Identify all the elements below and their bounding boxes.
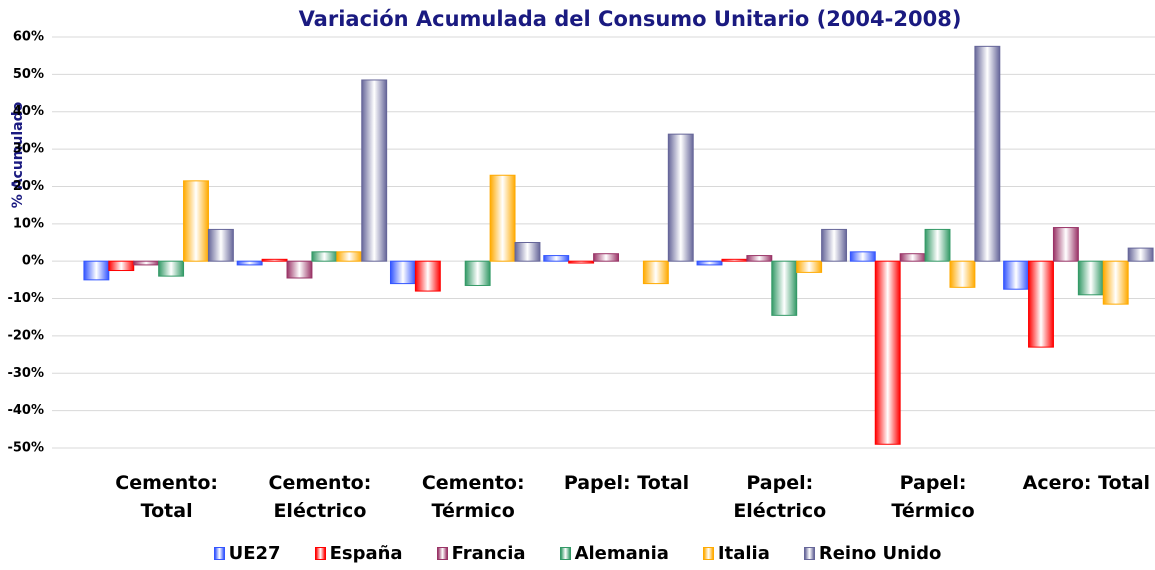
bar (108, 260, 135, 272)
legend-label: Alemania (574, 543, 669, 564)
bar (361, 79, 388, 262)
bar (924, 228, 951, 262)
bar (821, 228, 848, 262)
bar (849, 251, 876, 262)
bar (286, 260, 313, 279)
y-tick-label: -50% (7, 441, 44, 456)
x-tick-label: Cemento: Total (115, 472, 219, 522)
legend-swatch (559, 547, 571, 560)
x-tick-label: Papel: Térmico (891, 472, 975, 522)
y-axis-label: % Acumulado (10, 101, 26, 208)
bar (1003, 260, 1030, 290)
bar (771, 260, 798, 316)
bar (874, 260, 901, 445)
bar (183, 180, 209, 262)
x-tick-label: Cemento: Eléctrico (268, 472, 372, 522)
bar (414, 260, 441, 292)
legend-item: Reino Unido (803, 543, 942, 564)
bar (1028, 260, 1054, 348)
bar (514, 242, 541, 262)
bar (336, 251, 363, 262)
legend-item: España (314, 543, 403, 564)
legend-swatch (213, 547, 225, 560)
bar (899, 253, 926, 262)
bar (261, 258, 288, 262)
bar (389, 260, 416, 285)
bar (489, 174, 516, 262)
bar (568, 260, 595, 264)
legend-label: UE27 (228, 543, 281, 564)
bar (721, 258, 748, 262)
legend: UE27 España Francia Alemania Italia Reino Uni… (0, 543, 1155, 564)
y-tick-label: -40% (7, 403, 44, 418)
y-tick-label: 50% (13, 67, 44, 82)
bar (133, 260, 160, 266)
bar (311, 251, 338, 262)
bar (1077, 260, 1104, 296)
legend-label: Francia (451, 543, 526, 564)
legend-item: Alemania (559, 543, 669, 564)
y-tick-label: -10% (7, 291, 44, 306)
y-tick-label: 40% (13, 104, 44, 119)
bar (667, 133, 694, 262)
bar (207, 228, 234, 262)
legend-swatch (436, 547, 448, 560)
x-tick-label: Cemento: Térmico (421, 472, 525, 522)
bar (83, 260, 110, 281)
bar (158, 260, 185, 277)
legend-swatch (314, 547, 326, 560)
bar (1052, 227, 1079, 262)
y-tick-label: 30% (13, 142, 44, 157)
x-tick-label: Papel: Total (563, 472, 690, 494)
bar (949, 260, 976, 288)
bar (1102, 260, 1129, 305)
bar (593, 253, 619, 262)
legend-item: Italia (702, 543, 770, 564)
y-tick-label: 60% (13, 30, 44, 45)
y-tick-label: 0% (22, 254, 44, 269)
bar (1127, 247, 1154, 262)
bar (543, 255, 570, 262)
y-tick-label: 10% (13, 216, 44, 231)
bar (236, 260, 263, 266)
legend-label: Italia (717, 543, 770, 564)
legend-label: Reino Unido (818, 543, 942, 564)
legend-swatch (702, 547, 714, 560)
y-tick-label: 20% (13, 179, 44, 194)
legend-item: UE27 (213, 543, 281, 564)
legend-label: España (329, 543, 403, 564)
bar (642, 260, 669, 285)
x-tick-label: Acero: Total (1022, 472, 1151, 494)
legend-swatch (803, 547, 815, 560)
bar (464, 260, 491, 286)
chart-title: Variación Acumulada del Consumo Unitario… (299, 7, 962, 31)
bar (796, 260, 823, 273)
y-tick-label: -20% (7, 328, 44, 343)
bar (746, 255, 773, 262)
x-tick-label: Papel: Eléctrico (733, 472, 827, 522)
y-tick-label: -30% (7, 366, 44, 381)
legend-item: Francia (436, 543, 526, 564)
bar (974, 45, 1001, 262)
bar (696, 260, 723, 266)
